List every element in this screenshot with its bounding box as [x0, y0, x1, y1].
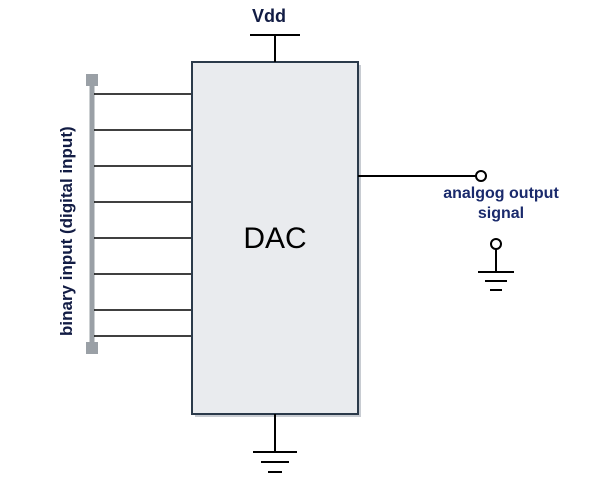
output-label-line2: signal: [478, 205, 524, 222]
output-terminal: [476, 171, 486, 181]
vdd-label: Vdd: [252, 6, 286, 26]
input-bus-label: binary input (digital input): [57, 126, 76, 336]
dac-label: DAC: [243, 222, 306, 255]
ground-output-node: [491, 239, 501, 249]
output-label-line1: analgog output: [443, 185, 559, 202]
